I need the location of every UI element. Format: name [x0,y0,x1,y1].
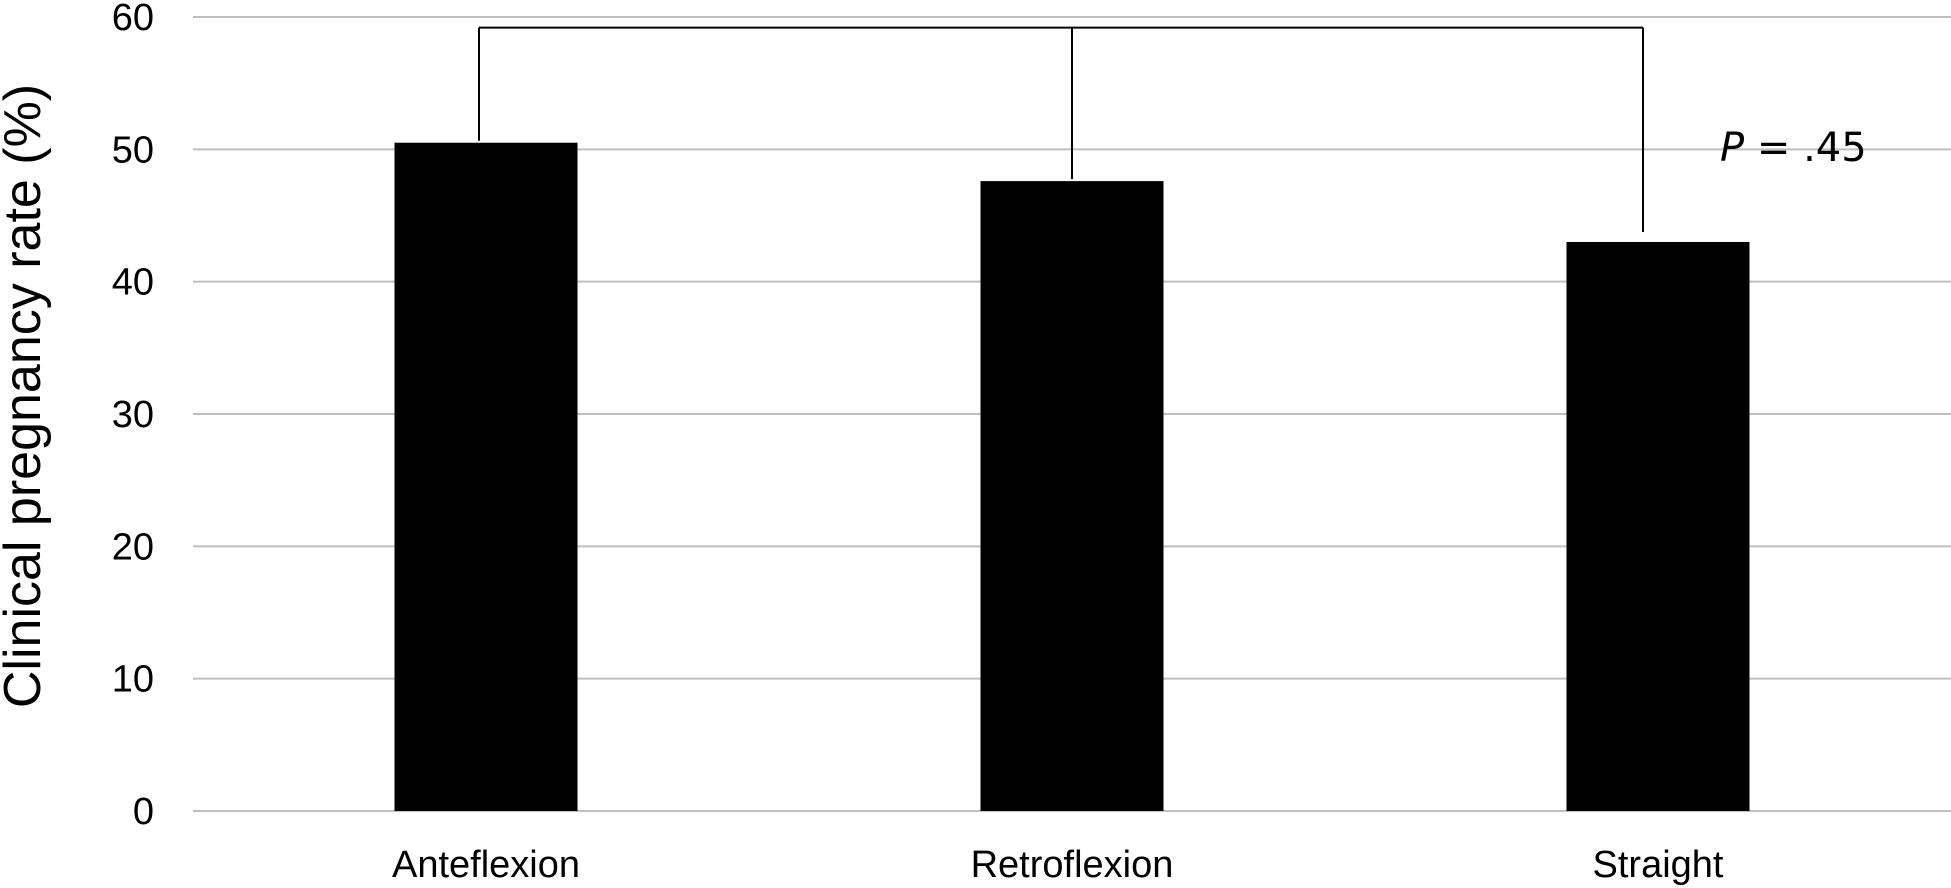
y-tick-label: 0 [133,791,154,833]
p-value-text: = .45 [1744,125,1867,171]
bar-anteflexion [394,142,578,811]
bar-straight [1566,241,1750,811]
p-symbol: P [1720,125,1745,171]
category-label: Retroflexion [971,844,1174,886]
category-label: Anteflexion [392,844,580,886]
y-tick-label: 50 [112,129,154,171]
y-tick-label: 40 [112,262,154,304]
p-value-annotation: P = .45 [1720,125,1867,171]
significance-bracket [478,26,1644,232]
category-label: Straight [1593,844,1724,886]
category-labels: Anteflexion Retroflexion Straight [392,844,1724,886]
y-tick-label: 30 [112,394,154,436]
y-tick-labels: 0 10 20 30 40 50 60 [112,0,154,833]
y-tick-label: 20 [112,526,154,568]
y-tick-label: 10 [112,659,154,701]
bars [394,142,1750,812]
y-tick-label: 60 [112,0,154,39]
bar-retroflexion [980,181,1164,812]
y-axis-title: Clinical pregnancy rate (%) [0,84,52,708]
